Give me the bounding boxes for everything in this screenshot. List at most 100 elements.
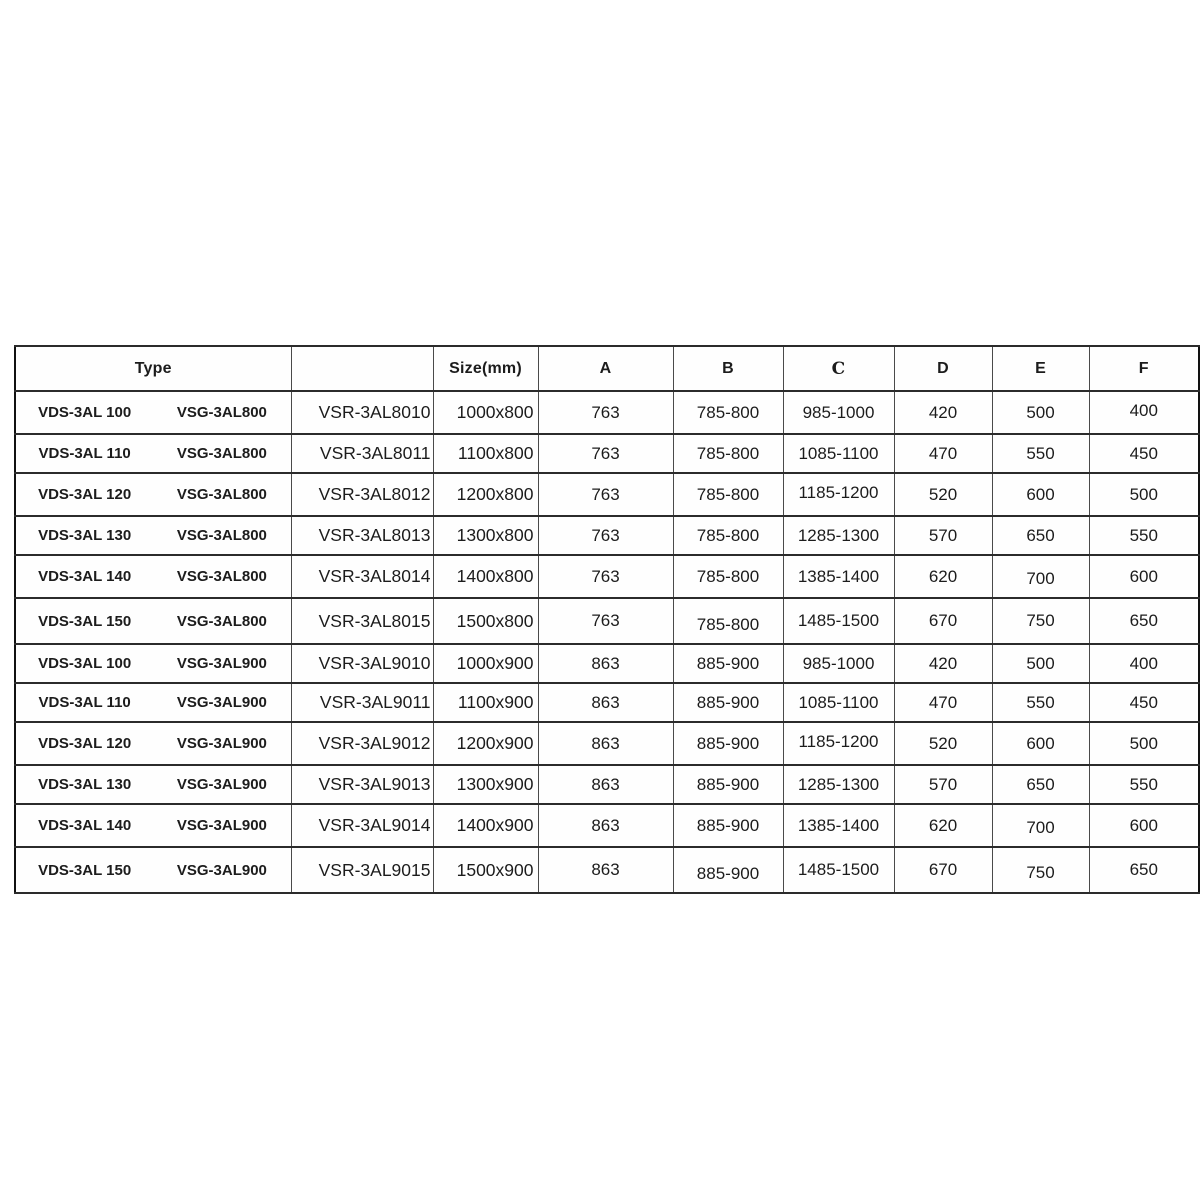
column-header-size: Size(mm) [432, 345, 539, 392]
type-cell: VDS-3AL 150 VSG-3AL900 [14, 846, 292, 894]
size-cell: 1500x900 [432, 846, 539, 894]
dim-b-cell: 785-800 [672, 597, 784, 645]
column-header-f: F [1088, 345, 1200, 392]
column-header-e: E [991, 345, 1090, 392]
type-cell: VDS-3AL 100 VSG-3AL800 [14, 390, 292, 435]
column-header-b: B [672, 345, 784, 392]
dim-c-cell: 1085-1100 [782, 433, 895, 474]
dim-c-cell: 985-1000 [782, 390, 895, 435]
type-vsg-label: VSG-3AL900 [176, 776, 267, 793]
dim-a-cell: 763 [537, 515, 674, 556]
dim-f-cell: 400 [1088, 643, 1200, 684]
dim-d-cell: 520 [893, 721, 993, 766]
header-row: Type Size(mm) A B C D E F [14, 345, 1200, 392]
type-vsg-label: VSG-3AL900 [176, 861, 267, 879]
dim-d-cell: 420 [893, 390, 993, 435]
dim-f-cell: 500 [1088, 472, 1200, 517]
type-vsg-label: VSG-3AL900 [176, 817, 267, 834]
dim-b-cell: 885-900 [672, 721, 784, 766]
dim-f-cell: 450 [1088, 682, 1200, 723]
type-vsg-label: VSG-3AL800 [176, 612, 267, 630]
type-vds-label: VDS-3AL 100 [38, 655, 132, 672]
dim-e-cell: 700 [991, 554, 1090, 599]
type-vsg-label: VSG-3AL800 [176, 445, 267, 462]
dim-e-cell: 700 [991, 803, 1090, 848]
column-header-c: C [782, 345, 895, 392]
table-row: VDS-3AL 150 VSG-3AL900 VSR-3AL9015 1500x900… [14, 846, 1200, 894]
type-vds-label: VDS-3AL 120 [38, 735, 132, 752]
dim-e-cell: 750 [991, 846, 1090, 894]
type-cell: VDS-3AL 150 VSG-3AL800 [14, 597, 292, 645]
table-row: VDS-3AL 130 VSG-3AL800 VSR-3AL8013 1300x800… [14, 515, 1200, 556]
table-row: VDS-3AL 110 VSG-3AL800 VSR-3AL8011 1100x800… [14, 433, 1200, 474]
dim-e-cell: 650 [991, 764, 1090, 805]
type-cell: VDS-3AL 100 VSG-3AL900 [14, 643, 292, 684]
dim-c-cell: 1285-1300 [782, 515, 895, 556]
dim-d-cell: 470 [893, 682, 993, 723]
dim-e-cell: 550 [991, 682, 1090, 723]
type-vds-label: VDS-3AL 150 [38, 861, 132, 879]
model-code-cell: VSR-3AL8013 [290, 515, 434, 556]
dim-a-cell: 863 [537, 846, 674, 894]
type-vds-label: VDS-3AL 110 [38, 445, 131, 462]
dim-c-cell: 1385-1400 [782, 803, 895, 848]
type-cell: VDS-3AL 110 VSG-3AL800 [14, 433, 292, 474]
dim-d-cell: 470 [893, 433, 993, 474]
dim-d-cell: 520 [893, 472, 993, 517]
size-cell: 1000x800 [432, 390, 539, 435]
dim-c-cell: 1285-1300 [782, 764, 895, 805]
type-vds-label: VDS-3AL 110 [38, 694, 131, 711]
dim-e-cell: 500 [991, 643, 1090, 684]
model-code-cell: VSR-3AL9010 [290, 643, 434, 684]
type-vds-label: VDS-3AL 130 [38, 527, 132, 544]
dim-d-cell: 670 [893, 597, 993, 645]
dim-e-cell: 750 [991, 597, 1090, 645]
dim-b-cell: 885-900 [672, 764, 784, 805]
dim-e-cell: 650 [991, 515, 1090, 556]
type-vsg-label: VSG-3AL800 [176, 486, 267, 503]
dim-e-cell: 550 [991, 433, 1090, 474]
type-vds-label: VDS-3AL 100 [38, 404, 132, 421]
type-vsg-label: VSG-3AL900 [176, 694, 267, 711]
type-vds-label: VDS-3AL 150 [38, 612, 132, 630]
size-cell: 1000x900 [432, 643, 539, 684]
dim-c-cell: 1185-1200 [782, 472, 895, 517]
dim-f-cell: 650 [1088, 846, 1200, 894]
type-cell: VDS-3AL 120 VSG-3AL900 [14, 721, 292, 766]
column-header-code [290, 345, 434, 392]
dim-b-cell: 885-900 [672, 682, 784, 723]
table-row: VDS-3AL 130 VSG-3AL900 VSR-3AL9013 1300x900… [14, 764, 1200, 805]
dim-b-cell: 785-800 [672, 554, 784, 599]
dim-b-cell: 785-800 [672, 433, 784, 474]
table-row: VDS-3AL 100 VSG-3AL900 VSR-3AL9010 1000x900… [14, 643, 1200, 684]
dim-b-cell: 785-800 [672, 390, 784, 435]
dim-c-cell: 1485-1500 [782, 846, 895, 894]
dim-c-cell: 1485-1500 [782, 597, 895, 645]
size-cell: 1100x800 [432, 433, 539, 474]
dim-d-cell: 620 [893, 554, 993, 599]
model-code-cell: VSR-3AL9011 [290, 682, 434, 723]
model-code-cell: VSR-3AL8012 [290, 472, 434, 517]
dim-e-cell: 600 [991, 721, 1090, 766]
type-vsg-label: VSG-3AL900 [176, 655, 267, 672]
dim-a-cell: 863 [537, 643, 674, 684]
dim-c-cell: 1185-1200 [782, 721, 895, 766]
table-body: VDS-3AL 100 VSG-3AL800 VSR-3AL8010 1000x800… [14, 390, 1200, 894]
dim-e-cell: 500 [991, 390, 1090, 435]
dim-b-cell: 785-800 [672, 515, 784, 556]
dim-f-cell: 650 [1088, 597, 1200, 645]
size-cell: 1100x900 [432, 682, 539, 723]
dim-f-cell: 600 [1088, 554, 1200, 599]
dim-d-cell: 570 [893, 515, 993, 556]
model-code-cell: VSR-3AL8011 [290, 433, 434, 474]
model-code-cell: VSR-3AL9013 [290, 764, 434, 805]
type-vsg-label: VSG-3AL800 [176, 527, 267, 544]
dim-b-cell: 885-900 [672, 803, 784, 848]
dim-f-cell: 600 [1088, 803, 1200, 848]
model-code-cell: VSR-3AL9015 [290, 846, 434, 894]
type-vsg-label: VSG-3AL900 [176, 735, 267, 752]
type-cell: VDS-3AL 120 VSG-3AL800 [14, 472, 292, 517]
dim-a-cell: 863 [537, 721, 674, 766]
table-row: VDS-3AL 150 VSG-3AL800 VSR-3AL8015 1500x800… [14, 597, 1200, 645]
table-row: VDS-3AL 120 VSG-3AL900 VSR-3AL9012 1200x900… [14, 721, 1200, 766]
